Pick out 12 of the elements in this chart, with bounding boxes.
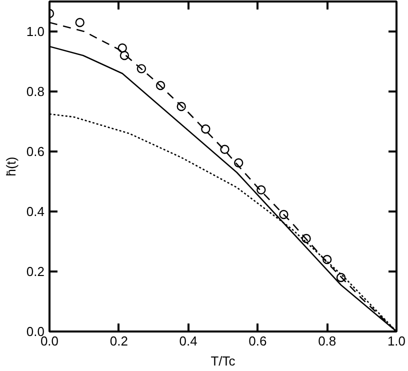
y-axis-title: h̄(t) xyxy=(3,156,18,176)
y-tick-label: 0.6 xyxy=(26,144,45,159)
y-tick-label: 0.8 xyxy=(26,84,45,99)
x-tick-label: 0.8 xyxy=(318,334,336,348)
x-tick-label: 1.0 xyxy=(387,334,406,348)
y-tick-label: 0.2 xyxy=(26,264,45,279)
y-tick-label: 0.4 xyxy=(26,204,45,219)
x-tick-label: 0.2 xyxy=(110,334,128,348)
x-tick-label: 0.4 xyxy=(179,334,198,348)
x-axis-title: T/Tc xyxy=(210,354,236,368)
x-tick-label: 0.6 xyxy=(248,334,267,348)
y-tick-label: 1.0 xyxy=(26,24,45,39)
